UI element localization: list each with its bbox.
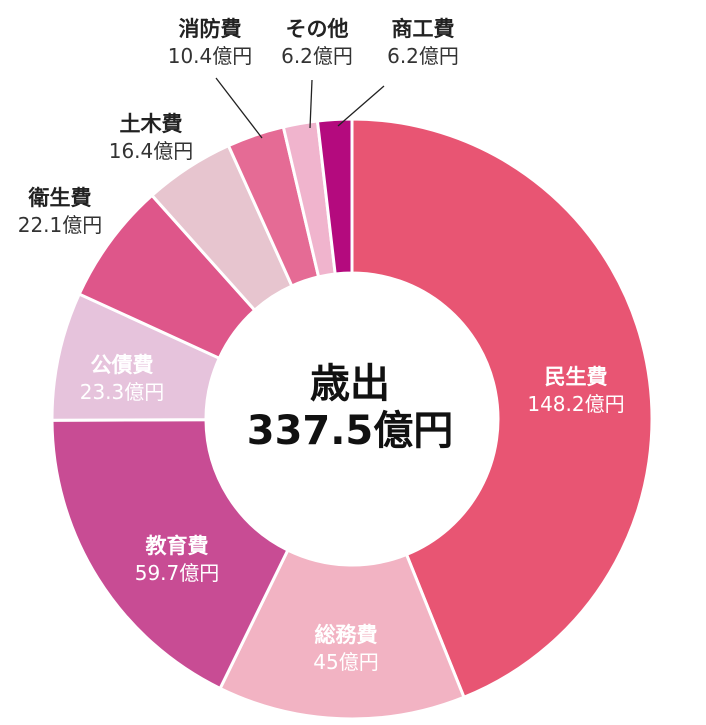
slice-9-value-label: 6.2億円 (387, 44, 459, 68)
slice-8-leader-line (309, 79, 313, 129)
slice-9 (315, 117, 354, 276)
slice-4-name-label: 公債費 (91, 353, 154, 377)
total-label: 337.5億円 (247, 408, 454, 454)
slice-7-name-label: 消防費 (179, 17, 242, 41)
slice-8-value-label: 6.2億円 (281, 44, 353, 68)
slice-1-name-label: 民生費 (545, 365, 608, 389)
slice-2-name-label: 総務費 (315, 623, 378, 647)
slice-9-name-label: 商工費 (392, 17, 455, 41)
slice-8-name-label: その他 (286, 17, 349, 41)
slice-3-value-label: 59.7億円 (135, 561, 220, 585)
slice-1 (350, 117, 654, 700)
slice-5-value-label: 22.1億円 (18, 213, 103, 237)
slice-6-name-label: 土木費 (120, 112, 183, 136)
slice-5-name-label: 衛生費 (28, 186, 92, 210)
slice-3-name-label: 教育費 (146, 534, 209, 558)
slice-2-value-label: 45億円 (313, 650, 378, 674)
slice-9-leader-line (337, 85, 385, 127)
donut-slices (50, 117, 654, 721)
chart-title: 歳出 (310, 361, 390, 407)
slice-7-leader-line (215, 77, 263, 139)
slice-2 (218, 548, 466, 721)
slice-3 (50, 418, 290, 691)
slice-6-value-label: 16.4億円 (109, 139, 194, 163)
slice-1-value-label: 148.2億円 (527, 392, 624, 416)
leader-lines (215, 77, 385, 139)
slice-4-value-label: 23.3億円 (80, 380, 165, 404)
slice-7-value-label: 10.4億円 (168, 44, 253, 68)
